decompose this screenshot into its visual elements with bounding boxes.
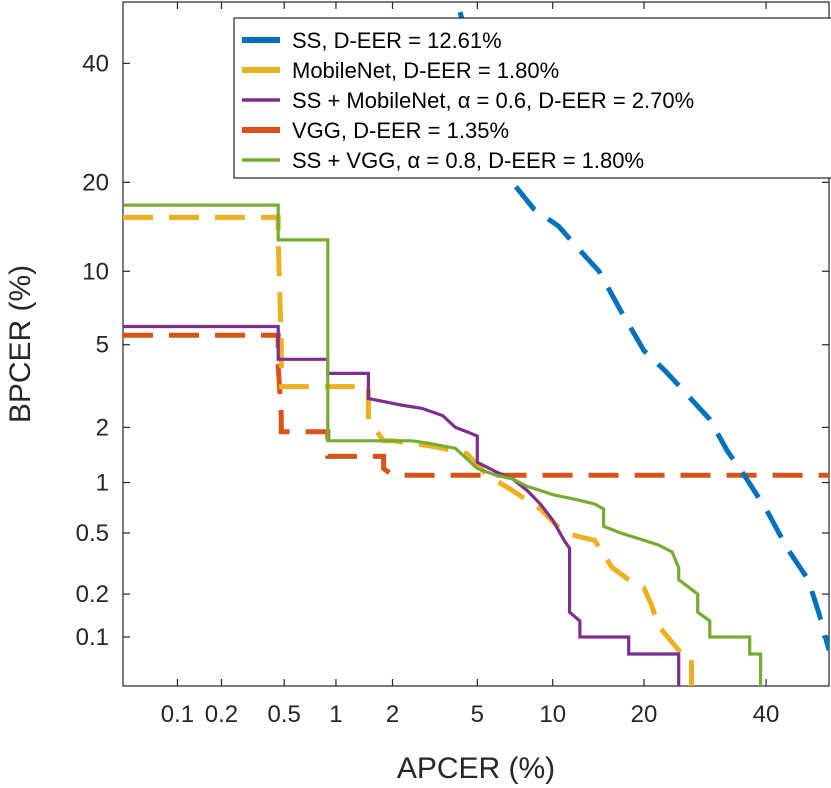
x-tick-label: 0.5 xyxy=(268,701,301,728)
series-group xyxy=(123,11,829,686)
legend: SS, D-EER = 12.61% MobileNet, D-EER = 1.8… xyxy=(233,17,831,179)
x-tick-label: 1 xyxy=(329,701,342,728)
y-axis-label: BPCER (%) xyxy=(4,265,37,423)
y-tick-label: 2 xyxy=(96,414,109,441)
legend-entry-mobilenet: MobileNet, D-EER = 1.80% xyxy=(292,58,559,83)
y-tick-label: 0.2 xyxy=(76,581,109,608)
axes: 0.1 0.2 0.5 1 2 5 10 20 40 0.1 0.2 0.5 1 2 5 10 20 40 xyxy=(76,1,830,728)
y-tick-label: 10 xyxy=(82,258,109,285)
y-tick-label: 0.1 xyxy=(76,624,109,651)
y-tick-label: 0.5 xyxy=(76,520,109,547)
legend-entry-ss-vgg: SS + VGG, α = 0.8, D-EER = 1.80% xyxy=(292,148,644,173)
legend-box xyxy=(233,17,831,179)
series-line-mobilenet xyxy=(123,214,694,686)
x-tick-label: 10 xyxy=(539,701,566,728)
x-tick-label: 5 xyxy=(471,701,484,728)
y-tick-label: 40 xyxy=(82,50,109,77)
y-tick-label: 1 xyxy=(96,470,109,497)
series-line-ss-mobilenet xyxy=(123,324,681,686)
x-tick-label: 20 xyxy=(631,701,658,728)
x-tick-label: 40 xyxy=(753,701,780,728)
x-axis-label: APCER (%) xyxy=(397,752,555,785)
legend-entry-ss: SS, D-EER = 12.61% xyxy=(292,28,502,53)
x-tick-label: 2 xyxy=(386,701,399,728)
series-line-ss xyxy=(457,11,829,651)
x-tick-label: 0.1 xyxy=(161,701,194,728)
legend-entry-ss-mobilenet: SS + MobileNet, α = 0.6, D-EER = 2.70% xyxy=(292,88,694,113)
x-tick-label: 0.2 xyxy=(205,701,238,728)
series-line-ss-vgg xyxy=(123,203,763,686)
plot-frame xyxy=(122,1,830,687)
y-tick-label: 20 xyxy=(82,169,109,196)
y-tick-label: 5 xyxy=(96,332,109,359)
legend-entry-vgg: VGG, D-EER = 1.35% xyxy=(292,118,509,143)
